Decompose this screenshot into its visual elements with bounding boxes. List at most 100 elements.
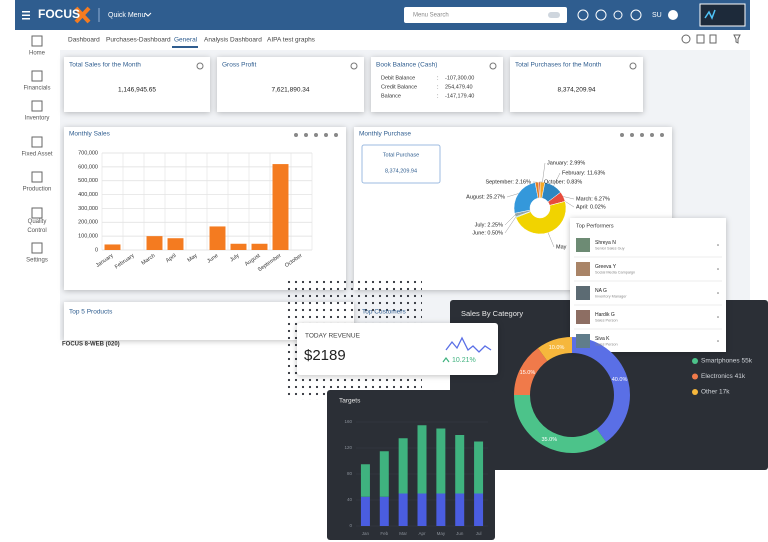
x-tick-label: May bbox=[187, 253, 199, 264]
leader-line bbox=[553, 172, 561, 186]
refresh-icon[interactable] bbox=[350, 62, 358, 70]
panel-title: Top 5 Products bbox=[69, 309, 113, 316]
balance-value: 254,479.40 bbox=[445, 84, 473, 90]
quick-menu[interactable]: Quick Menu bbox=[108, 12, 145, 19]
search-box[interactable] bbox=[404, 7, 567, 23]
pie-label: October: 0.83% bbox=[544, 179, 582, 185]
sidebar-item[interactable]: Financials bbox=[23, 86, 50, 92]
leader-line bbox=[563, 196, 575, 200]
more-icon[interactable] bbox=[717, 340, 719, 342]
icon-bell[interactable] bbox=[613, 10, 623, 20]
card-value: 8,374,209.94 bbox=[558, 87, 596, 94]
y-tick-label: 100,000 bbox=[78, 234, 98, 240]
tab[interactable]: Analysis Dashboard bbox=[204, 37, 262, 44]
donut-label: 35.0% bbox=[541, 437, 557, 443]
sidebar-item[interactable]: Settings bbox=[26, 258, 48, 264]
chevron bbox=[144, 12, 152, 17]
card bbox=[64, 57, 210, 112]
icon-add[interactable] bbox=[681, 34, 691, 44]
tab[interactable]: Dashboard bbox=[68, 37, 100, 44]
card-value: 1,146,945.65 bbox=[118, 87, 156, 94]
person-name: Hardik G bbox=[595, 312, 615, 318]
more-icon[interactable] bbox=[717, 292, 719, 294]
y-tick-label: 300,000 bbox=[78, 206, 98, 212]
pie-label: March: 6.27% bbox=[576, 196, 610, 202]
tab[interactable]: Purchases-Dashboard bbox=[106, 37, 171, 44]
panel-tool[interactable] bbox=[620, 133, 624, 137]
x-tick-label: Jan bbox=[362, 531, 370, 536]
panel-tool[interactable] bbox=[314, 133, 318, 137]
pie-label: May bbox=[556, 244, 567, 250]
balance-sep: : bbox=[437, 75, 439, 81]
icon-play[interactable] bbox=[577, 9, 589, 21]
more-icon[interactable] bbox=[717, 268, 719, 270]
refresh-icon[interactable] bbox=[489, 62, 497, 70]
icon-doc[interactable] bbox=[696, 34, 705, 44]
donut-label: 15.0% bbox=[520, 370, 536, 376]
toggle[interactable] bbox=[548, 12, 560, 18]
card-title: Book Balance (Cash) bbox=[376, 62, 437, 69]
icon-delete[interactable] bbox=[709, 34, 717, 44]
menu-icon[interactable] bbox=[22, 11, 30, 13]
sidebar-icon bbox=[31, 100, 43, 112]
leader-line bbox=[542, 162, 546, 183]
icon-filter[interactable] bbox=[733, 34, 741, 44]
sidebar-item[interactable]: Fixed Asset bbox=[21, 152, 52, 158]
panel-tool[interactable] bbox=[334, 133, 338, 137]
leader-line bbox=[506, 193, 519, 198]
bar-segment bbox=[417, 493, 427, 526]
sidebar-item[interactable]: Home bbox=[29, 51, 46, 57]
panel-tool[interactable] bbox=[304, 133, 308, 137]
panel-tool[interactable] bbox=[630, 133, 634, 137]
x-tick-label: Jul bbox=[476, 531, 482, 536]
balance-sep: : bbox=[437, 93, 439, 99]
bar-segment bbox=[379, 451, 389, 497]
panel-tool[interactable] bbox=[640, 133, 644, 137]
user-initials: SU bbox=[652, 12, 662, 19]
sidebar-item[interactable]: Quality Control bbox=[27, 219, 46, 234]
panel-tool[interactable] bbox=[660, 133, 664, 137]
sidebar-item[interactable]: Inventory bbox=[25, 116, 50, 122]
sidebar-item[interactable]: Production bbox=[23, 187, 52, 193]
person-role: Social Media Campaign bbox=[595, 271, 635, 275]
pie-label: January: 2.99% bbox=[547, 160, 585, 166]
leader-line bbox=[547, 232, 555, 248]
balance-label: Credit Balance bbox=[381, 84, 417, 90]
balance-value: -107,300.00 bbox=[445, 75, 474, 81]
icon-clock[interactable] bbox=[595, 9, 607, 21]
refresh-icon[interactable] bbox=[196, 62, 204, 70]
person-name: Siva K bbox=[595, 336, 610, 342]
person-role: Sales Person bbox=[595, 319, 618, 323]
panel-tool[interactable] bbox=[650, 133, 654, 137]
sidebar-icon bbox=[31, 207, 43, 219]
icon-help[interactable] bbox=[630, 9, 642, 21]
pie-label: June: 0.50% bbox=[472, 230, 503, 236]
bar-segment bbox=[455, 435, 465, 494]
bar bbox=[230, 243, 247, 250]
sidebar-icon bbox=[31, 242, 43, 254]
bar-segment bbox=[474, 441, 484, 494]
panel-tool[interactable] bbox=[324, 133, 328, 137]
menu-icon-bar bbox=[22, 14, 30, 16]
donut-slice bbox=[514, 395, 607, 453]
avatar[interactable] bbox=[668, 10, 678, 20]
more-icon[interactable] bbox=[717, 244, 719, 246]
more-icon[interactable] bbox=[717, 316, 719, 318]
refresh-icon[interactable] bbox=[629, 62, 637, 70]
card bbox=[217, 57, 364, 112]
bar-segment bbox=[360, 464, 370, 497]
total-value: 8,374,209.94 bbox=[385, 168, 417, 174]
avatar bbox=[576, 262, 590, 276]
tab[interactable]: AIPA test graphs bbox=[267, 37, 316, 44]
person-role: Sales Person bbox=[595, 343, 618, 347]
panel-title: Monthly Purchase bbox=[359, 131, 411, 138]
panel-tool[interactable] bbox=[294, 133, 298, 137]
tab[interactable]: General bbox=[174, 37, 198, 44]
x-tick-label: April bbox=[165, 253, 177, 264]
bar-segment bbox=[398, 493, 408, 526]
person-name: Shreya N bbox=[595, 240, 616, 246]
x-tick-label: Feb bbox=[380, 531, 388, 536]
bar-segment bbox=[474, 493, 484, 526]
